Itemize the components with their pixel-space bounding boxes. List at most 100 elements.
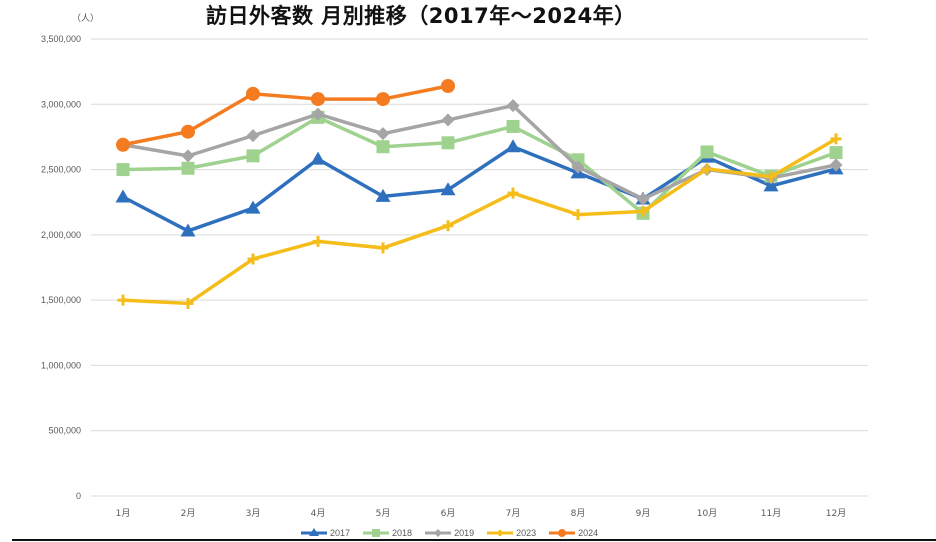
y-tick-label: 500,000 xyxy=(48,426,81,436)
diamond-marker-icon xyxy=(311,107,325,121)
circle-legend-icon xyxy=(549,529,576,537)
legend-item-2023: 2023 xyxy=(486,527,536,539)
square-marker-icon xyxy=(116,163,130,177)
bottom-border xyxy=(12,539,936,541)
plus-marker-icon xyxy=(572,209,584,221)
y-tick-label: 1,500,000 xyxy=(41,295,81,305)
triangle-marker-icon xyxy=(375,188,391,202)
legend-label: 2019 xyxy=(454,528,475,538)
diamond-legend-icon xyxy=(425,529,452,537)
diamond-marker-icon xyxy=(246,129,260,143)
triangle-marker-icon xyxy=(115,189,131,203)
diamond-marker-icon xyxy=(636,192,650,206)
x-tick-label: 10月 xyxy=(697,508,717,519)
triangle-legend-icon xyxy=(301,528,327,536)
circle-marker-icon xyxy=(116,137,130,152)
series-2023 xyxy=(117,133,842,309)
circle-marker-icon xyxy=(246,86,260,101)
y-tick-label: 2,500,000 xyxy=(41,165,81,175)
x-tick-label: 1月 xyxy=(116,508,131,519)
triangle-marker-icon xyxy=(180,223,196,237)
diamond-marker-icon xyxy=(571,160,585,174)
plus-marker-icon xyxy=(507,187,519,199)
diamond-marker-icon xyxy=(506,99,520,113)
plus-marker-icon xyxy=(497,530,504,536)
series-line xyxy=(122,137,837,306)
square-marker-icon xyxy=(246,149,260,163)
legend-item-2018: 2018 xyxy=(362,527,412,539)
x-tick-label: 12月 xyxy=(826,508,846,519)
plus-marker-icon xyxy=(312,235,324,247)
series-2017 xyxy=(115,139,844,237)
circle-marker-icon xyxy=(311,92,325,107)
y-tick-label: 3,000,000 xyxy=(41,99,81,109)
legend-label: 2018 xyxy=(392,528,413,538)
plus-marker-icon xyxy=(117,294,129,306)
diamond-marker-icon xyxy=(829,158,843,172)
diamond-marker-icon xyxy=(181,149,195,163)
square-legend-icon xyxy=(363,529,390,537)
legend-label: 2017 xyxy=(330,528,351,538)
gridlines xyxy=(91,38,868,497)
x-tick-label: 9月 xyxy=(636,508,651,519)
y-tick-label: 0 xyxy=(76,491,81,501)
triangle-marker-icon xyxy=(505,139,521,153)
diamond-marker-icon xyxy=(376,127,390,141)
series-line xyxy=(122,115,837,216)
legend-label: 2024 xyxy=(578,528,599,538)
triangle-marker-icon xyxy=(440,182,456,196)
circle-marker-icon xyxy=(376,92,390,107)
series-line xyxy=(122,144,837,233)
plus-marker-icon xyxy=(765,171,777,183)
square-marker-icon xyxy=(181,161,195,175)
plus-legend-icon xyxy=(487,530,514,536)
series-lines xyxy=(115,79,844,309)
series-2019 xyxy=(116,99,843,206)
series-line xyxy=(122,103,837,201)
plus-marker-icon xyxy=(637,205,649,217)
plus-marker-icon xyxy=(247,253,259,265)
square-marker-icon xyxy=(441,136,455,150)
legend-item-2024: 2024 xyxy=(548,527,598,539)
x-tick-label: 6月 xyxy=(441,508,456,519)
plus-marker-icon xyxy=(182,297,194,309)
x-tick-label: 5月 xyxy=(376,508,391,519)
plus-marker-icon xyxy=(442,220,454,232)
legend-label: 2023 xyxy=(516,528,537,538)
series-2024 xyxy=(116,79,455,152)
square-marker-icon xyxy=(700,145,714,159)
series-line xyxy=(122,84,449,147)
y-axis-unit-label: （人） xyxy=(72,14,100,24)
chart-title: 訪日外客数 月別推移（2017年～2024年） xyxy=(206,4,636,28)
x-tick-label: 4月 xyxy=(311,508,326,519)
square-marker-icon xyxy=(372,529,381,537)
x-tick-label: 2月 xyxy=(181,508,196,519)
y-tick-label: 2,000,000 xyxy=(41,230,81,240)
circle-marker-icon xyxy=(181,124,195,139)
plus-marker-icon xyxy=(377,242,389,254)
triangle-marker-icon xyxy=(310,151,326,165)
legend-item-2017: 2017 xyxy=(300,527,350,539)
triangle-marker-icon xyxy=(763,178,779,192)
square-marker-icon xyxy=(506,119,520,133)
triangle-marker-icon xyxy=(245,200,261,214)
diamond-marker-icon xyxy=(434,529,443,537)
legend-item-2019: 2019 xyxy=(424,527,474,539)
legend: 2017 2018 2019 2023 2024 xyxy=(300,527,598,539)
y-tick-label: 3,500,000 xyxy=(41,34,81,44)
x-tick-label: 3月 xyxy=(246,508,261,519)
circle-marker-icon xyxy=(558,529,567,537)
square-marker-icon xyxy=(376,140,390,154)
plus-marker-icon xyxy=(701,163,713,175)
x-tick-label: 7月 xyxy=(506,508,521,519)
y-tick-label: 1,000,000 xyxy=(41,360,81,370)
square-marker-icon xyxy=(829,146,843,160)
circle-marker-icon xyxy=(441,79,455,94)
x-axis: 1月 2月 3月 4月 5月 6月 7月 8月 9月 10月 11月 12月 xyxy=(116,508,847,519)
x-tick-label: 11月 xyxy=(761,508,781,519)
diamond-marker-icon xyxy=(441,113,455,127)
plus-marker-icon xyxy=(830,133,842,145)
series-2018 xyxy=(116,110,843,220)
x-tick-label: 8月 xyxy=(571,508,586,519)
